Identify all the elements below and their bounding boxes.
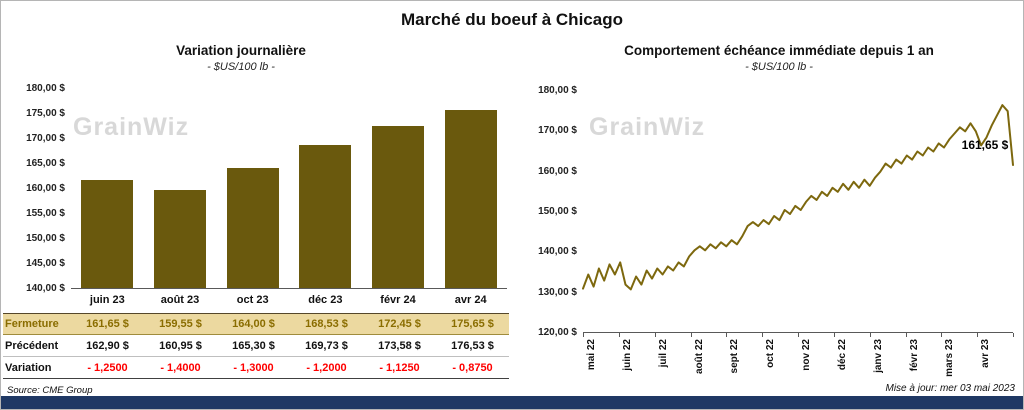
x-axis-tick <box>726 333 728 337</box>
x-axis-tick <box>833 333 835 337</box>
x-axis-month-label: déc 22 <box>836 339 848 371</box>
table-cell: - 1,2500 <box>87 361 128 374</box>
x-axis-tick <box>905 333 907 337</box>
table-cell: 176,53 $ <box>451 339 494 352</box>
y-axis-tick-label: 180,00 $ <box>538 85 577 96</box>
x-axis-category-label: oct 23 <box>236 294 269 306</box>
x-axis-month-label: sept 22 <box>729 339 741 374</box>
table-row-fermeture: Fermeture 161,65 $ 159,55 $ 164,00 $ 168,53 … <box>3 313 509 335</box>
x-axis-category-label: déc 23 <box>308 294 343 306</box>
bar-chart-y-axis: 180,00 $ 175,00 $ 170,00 $ 165,00 $ 160,00 $… <box>9 83 65 294</box>
page-title: Marché du boeuf à Chicago <box>401 10 623 29</box>
x-axis-tick <box>654 333 656 337</box>
y-axis-tick-label: 170,00 $ <box>538 125 577 137</box>
bar <box>371 125 424 288</box>
x-axis-month-label: janv 23 <box>872 339 884 373</box>
x-axis-category-label: juin 23 <box>89 294 125 306</box>
line-chart-plot-area <box>582 91 1014 337</box>
x-axis-tick <box>941 333 943 337</box>
update-date: Mise à jour: mer 03 mai 2023 <box>885 383 1015 394</box>
price-table: Fermeture 161,65 $ 159,55 $ 164,00 $ 168,53 … <box>3 313 509 379</box>
x-axis-month-label: juin 22 <box>621 339 633 371</box>
table-row-variation: Variation - 1,2500 - 1,4000 - 1,3000 - 1,200… <box>3 357 509 379</box>
x-axis-category-label: août 23 <box>160 294 200 306</box>
table-cell: - 1,1250 <box>379 361 420 374</box>
source-note: Source: CME Group <box>7 385 93 396</box>
bar-chart-plot-area <box>71 89 507 289</box>
row-label: Précédent <box>5 339 59 352</box>
table-cell: 161,65 $ <box>86 318 129 330</box>
bar-chart-x-axis: juin 23 août 23 oct 23 déc 23 févr 24 avr 24 <box>71 294 507 306</box>
y-axis-tick-label: 160,00 $ <box>26 183 65 194</box>
y-axis-tick-label: 150,00 $ <box>26 233 65 244</box>
x-axis-tick <box>798 333 799 337</box>
grainwiz-watermark: GrainWiz <box>73 113 190 141</box>
bar <box>299 145 352 288</box>
y-axis-tick-label: 140,00 $ <box>538 246 577 258</box>
y-axis-tick-label: 155,00 $ <box>26 208 65 219</box>
bar <box>81 179 134 288</box>
y-axis-tick-label: 180,00 $ <box>26 83 65 94</box>
y-axis-tick-label: 170,00 $ <box>26 133 65 144</box>
x-axis-tick <box>1013 333 1014 337</box>
x-axis-tick <box>977 333 979 337</box>
table-cell: 168,53 $ <box>305 318 348 330</box>
table-cell: 164,00 $ <box>232 318 275 330</box>
line-chart-y-axis: 180,00 $ 170,00 $ 160,00 $ 150,00 $ 140,00 $… <box>521 85 577 338</box>
bar <box>153 190 206 288</box>
y-axis-tick-label: 175,00 $ <box>26 108 65 119</box>
y-axis-tick-label: 130,00 $ <box>538 286 577 298</box>
table-cell: - 1,4000 <box>160 361 201 374</box>
x-axis-month-label: mars 23 <box>944 339 956 377</box>
bar-chart-subtitle: - $US/100 lb - <box>207 61 275 73</box>
footer-bar <box>1 396 1023 409</box>
line-chart-subtitle: - $US/100 lb - <box>745 61 813 73</box>
row-label: Fermeture <box>5 318 59 330</box>
y-axis-tick-label: 160,00 $ <box>538 165 577 177</box>
table-cell: 175,65 $ <box>451 318 494 330</box>
x-axis-tick <box>690 333 692 337</box>
y-axis-tick-label: 150,00 $ <box>538 206 577 217</box>
y-axis-tick-label: 145,00 $ <box>26 258 65 269</box>
table-row-précédent: Précédent 162,90 $ 160,95 $ 165,30 $ 169,73 … <box>3 335 509 357</box>
bar <box>444 109 497 288</box>
table-cell: 173,58 $ <box>378 339 421 352</box>
bar-chart-title: Variation journalière <box>176 43 306 58</box>
x-axis-month-label: oct 22 <box>765 339 777 368</box>
x-axis-month-label: juil 22 <box>657 339 669 368</box>
x-axis-month-label: mai 22 <box>586 339 597 371</box>
table-cell: - 1,3000 <box>233 361 274 374</box>
x-axis-category-label: févr 24 <box>380 294 416 306</box>
x-axis-month-label: févr 23 <box>908 339 920 372</box>
bar <box>226 168 279 288</box>
grainwiz-watermark: GrainWiz <box>589 113 706 141</box>
x-axis-tick <box>583 333 584 337</box>
x-axis-month-label: avr 23 <box>980 339 992 368</box>
table-cell: 162,90 $ <box>86 339 129 352</box>
price-line <box>582 104 1014 291</box>
y-axis-tick-label: 120,00 $ <box>538 327 577 338</box>
line-chart-title: Comportement échéance immédiate depuis 1… <box>624 43 934 58</box>
price-line-chart <box>582 104 1014 291</box>
x-axis-tick <box>869 333 871 337</box>
row-label: Variation <box>5 361 52 374</box>
last-price-annotation: 161,65 $ <box>961 138 1009 152</box>
table-cell: 165,30 $ <box>232 339 275 352</box>
table-cell: 159,55 $ <box>159 318 202 330</box>
table-cell: - 1,2000 <box>306 361 347 374</box>
table-cell: 160,95 $ <box>159 339 202 352</box>
x-axis-tick <box>618 333 620 337</box>
table-cell: - 0,8750 <box>452 361 493 374</box>
table-cell: 172,45 $ <box>378 318 421 330</box>
x-axis-month-label: août 22 <box>693 339 705 375</box>
x-axis-category-label: avr 24 <box>454 294 487 306</box>
y-axis-tick-label: 165,00 $ <box>26 158 65 169</box>
x-axis-tick <box>762 333 764 337</box>
y-axis-tick-label: 140,00 $ <box>26 283 65 294</box>
x-axis-month-label: nov 22 <box>801 339 812 371</box>
table-cell: 169,73 $ <box>305 339 348 352</box>
